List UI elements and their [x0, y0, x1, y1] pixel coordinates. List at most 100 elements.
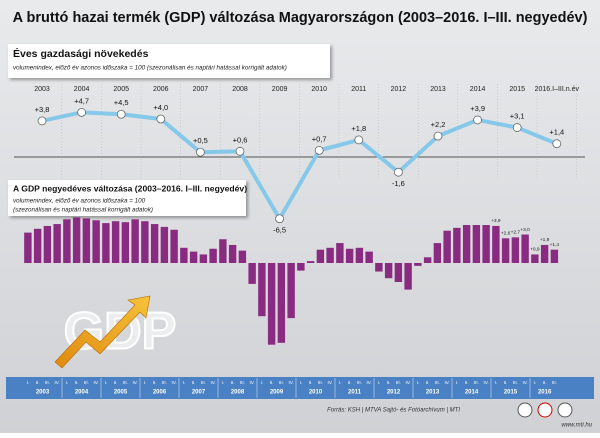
- quarter-label: III.: [123, 380, 128, 385]
- quarter-label: II.: [192, 380, 196, 385]
- point: [235, 146, 245, 156]
- panel-subtitle: (szezonálisan és naptári hatással korrig…: [13, 207, 153, 214]
- x-tick-label: 2016.I–III.n.év: [535, 86, 580, 93]
- point: [512, 123, 522, 132]
- source: Forrás: KSH | MTVA Sajtó- és Fotóarchívu…: [327, 408, 460, 414]
- logo-text: GDP: [64, 303, 177, 361]
- value-label: -6,5: [273, 226, 286, 235]
- year-label: 2013: [426, 390, 440, 396]
- logo-arrow: [54, 295, 151, 369]
- bar: [336, 243, 344, 263]
- top-panel-box: [8, 44, 330, 78]
- title: A bruttó hazai termék (GDP) változása Ma…: [13, 10, 588, 26]
- quarter-label: I.: [339, 380, 342, 385]
- bar: [33, 228, 42, 263]
- bar: [433, 243, 442, 263]
- quarter-label: I.: [105, 380, 108, 385]
- bar: [404, 263, 412, 290]
- value-label: +3,0: [520, 227, 530, 233]
- bar: [102, 223, 110, 263]
- bar: [72, 217, 81, 263]
- value-label: +1,9: [540, 237, 550, 243]
- quarter-label: IV.: [94, 380, 99, 385]
- quarter-label: II.: [231, 380, 235, 385]
- bar: [258, 263, 266, 317]
- point: [473, 115, 483, 125]
- bar: [53, 224, 61, 263]
- bar: [131, 219, 139, 263]
- bottom-panel-box: [8, 180, 246, 216]
- quarter-label: I.: [534, 380, 537, 385]
- value-label: +1,8: [351, 124, 366, 133]
- bar: [92, 220, 100, 263]
- quarter-label: II.: [348, 380, 352, 385]
- year-label: 2016: [538, 390, 552, 396]
- bar: [521, 234, 529, 263]
- point: [37, 116, 47, 126]
- bar: [248, 263, 256, 284]
- quarter-label: IV.: [172, 380, 177, 385]
- quarter-label: IV.: [250, 380, 255, 385]
- point: [433, 131, 443, 141]
- quarter-label: III.: [357, 380, 362, 385]
- quarter-label: I.: [495, 380, 498, 385]
- value-label: +3,9: [470, 104, 485, 113]
- bar: [180, 247, 188, 263]
- bar: [384, 263, 393, 279]
- bar: [141, 221, 149, 263]
- bar: [345, 248, 354, 263]
- quarter-label: IV.: [523, 380, 528, 385]
- bar: [287, 263, 295, 319]
- bar: [501, 238, 510, 263]
- x-tick-label: 2013: [430, 86, 446, 93]
- bar: [297, 263, 305, 271]
- quarter-label: II.: [543, 380, 547, 385]
- year-label: 2012: [387, 390, 401, 396]
- bar: [355, 247, 364, 263]
- quarter-label: II.: [270, 380, 274, 385]
- bar: [550, 249, 559, 263]
- bar: [531, 254, 539, 263]
- value-label: +3,9: [491, 218, 501, 224]
- x-tick-label: 2014: [470, 86, 486, 93]
- quarter-label: III.: [279, 380, 284, 385]
- quarter-label: IV.: [484, 380, 489, 385]
- bar: [423, 257, 432, 263]
- point: [393, 167, 403, 177]
- bar: [150, 224, 159, 263]
- bar: [82, 218, 91, 263]
- x-tick-label: 2003: [34, 86, 50, 93]
- value-label: -1,6: [392, 179, 405, 188]
- x-tick-label: 2008: [232, 86, 248, 93]
- bar: [375, 263, 383, 272]
- line: [41, 110, 558, 221]
- value-label: +1,4: [549, 128, 564, 137]
- bar: [219, 239, 227, 263]
- value-label: +3,8: [35, 105, 50, 114]
- point: [552, 139, 562, 149]
- value-label: +0,7: [312, 134, 327, 143]
- bar: [443, 230, 451, 263]
- bar: [43, 225, 52, 263]
- x-tick-label: 2011: [351, 86, 366, 93]
- value-label: +2,7: [511, 230, 521, 236]
- quarter-label: IV.: [328, 380, 333, 385]
- x-tick-label: 2006: [153, 86, 169, 93]
- quarter-label: III.: [552, 380, 557, 385]
- x-tick-label: 2007: [193, 86, 209, 93]
- year-label: 2015: [504, 390, 518, 396]
- year-label: 2007: [192, 390, 206, 396]
- quarter-label: I.: [378, 380, 381, 385]
- bar: [394, 263, 403, 282]
- panel-subtitle: volumenindex, előző év azonos időszaka =…: [13, 198, 146, 205]
- bar: [472, 225, 481, 263]
- bar: [121, 222, 130, 263]
- point: [195, 147, 205, 157]
- quarter-label: III.: [318, 380, 323, 385]
- value-label: +4,0: [153, 103, 168, 112]
- bar: [326, 247, 334, 263]
- quarter-label: I.: [27, 380, 30, 385]
- quarter-axis-strip: [6, 377, 594, 399]
- year-label: 2004: [75, 390, 89, 396]
- bar: [170, 229, 178, 263]
